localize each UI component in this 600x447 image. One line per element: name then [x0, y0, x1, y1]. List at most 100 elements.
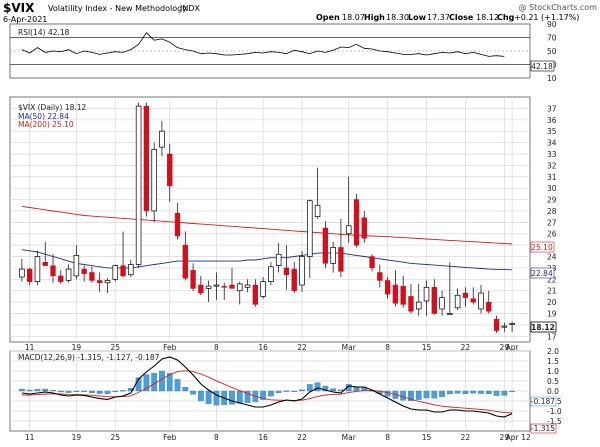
close-label: Close — [449, 13, 474, 22]
candle-body-filled — [97, 280, 103, 283]
macd-y-tick: 1.0 — [547, 367, 559, 376]
macd-histogram-bar — [213, 390, 220, 406]
candle — [283, 245, 290, 290]
macd-x-tick: 8 — [385, 433, 390, 442]
price-x-tick: 22 — [297, 343, 307, 352]
price-x-tick: Apr — [506, 343, 520, 352]
ma50-badge-box — [530, 267, 555, 279]
candle — [314, 167, 321, 219]
rsi-panel: RSI(14) 42.18 9070503010 42.18 — [9, 20, 557, 83]
macd-histogram-bar — [501, 390, 508, 396]
macd-x-tick: 25 — [110, 433, 120, 442]
macd-histogram-bar — [81, 390, 88, 392]
macd-histogram-bar — [57, 390, 64, 393]
macd-badges: -0.187 -1.315 — [530, 396, 557, 434]
candle — [213, 272, 220, 300]
macd-histogram-bar — [322, 385, 329, 392]
chg-value: +0.21 (+1.17%) — [514, 13, 579, 22]
candle-body-filled — [338, 247, 344, 272]
macd-histogram-bar — [159, 370, 165, 392]
symbol-title: $VIX — [3, 1, 35, 15]
macd-histogram-bar — [454, 390, 461, 394]
candle — [454, 288, 461, 311]
candle — [89, 266, 95, 283]
symbol-name: Volatility Index - New Methodology — [48, 4, 187, 13]
candle — [128, 259, 134, 278]
candle-body-filled — [400, 285, 406, 305]
candle-body-filled — [369, 256, 375, 269]
rsi-line — [21, 32, 505, 57]
candle-body-hollow — [415, 301, 422, 310]
macd-histogram-bar — [260, 390, 266, 400]
high-label: High — [364, 13, 385, 22]
candle-body-hollow — [330, 247, 336, 264]
candle-body-hollow — [478, 292, 484, 310]
rsi-legend: RSI(14) 42.18 — [18, 28, 70, 37]
candle — [447, 262, 453, 315]
macd-histogram-bar — [423, 390, 430, 399]
macd-histogram-bar — [65, 390, 72, 393]
candle-body-hollow — [423, 286, 430, 302]
candle-body-filled — [167, 153, 173, 187]
macd-legend: MACD(12,26,9) -1.315, -1.127, -0.187 — [18, 353, 160, 362]
candle-body-hollow — [447, 313, 453, 315]
candle — [97, 272, 103, 292]
ma200-badge: 25.10 — [530, 241, 555, 253]
macd-y-tick: 0.5 — [547, 377, 559, 386]
macd-histogram-bar — [73, 390, 80, 392]
macd-histogram-bar — [112, 390, 119, 392]
macd-histogram-bar — [470, 390, 477, 394]
macd-x-tick: 22 — [297, 433, 307, 442]
candle — [19, 258, 25, 282]
candle-body-hollow — [260, 281, 266, 297]
candle-body-filled — [384, 280, 391, 295]
price-legend: $VIX (Daily) 18.12 MA(50) 22.84 MA(200) … — [18, 103, 87, 129]
macd-histogram-bar — [151, 373, 158, 392]
macd-histogram-bar — [306, 384, 313, 392]
macd-hist-badge: -0.187 — [531, 397, 555, 406]
ma50-badge: 22.84 — [530, 267, 555, 279]
candle — [361, 210, 367, 243]
candle-body-filled — [89, 272, 95, 281]
candle — [42, 241, 48, 266]
last-close-badge: 18.12 — [530, 321, 557, 333]
candle — [112, 264, 119, 282]
macd-histogram-bar — [268, 390, 274, 397]
macd-x-tick: 15 — [422, 433, 432, 442]
macd-histogram-bar — [275, 390, 282, 393]
candle-body-hollow — [128, 264, 134, 276]
low-label: Low — [408, 13, 427, 22]
price-x-tick: 8 — [214, 343, 219, 352]
candle — [268, 262, 274, 286]
macd-histogram-bar — [182, 387, 189, 392]
candle-body-hollow — [237, 283, 243, 292]
macd-histogram-bar — [205, 390, 212, 404]
price-x-tick: 11 — [25, 343, 35, 352]
candle-body-hollow — [439, 297, 445, 310]
price-x-tick: 22 — [461, 343, 471, 352]
candle-body-filled — [283, 267, 290, 276]
chg-label: Chg — [497, 13, 515, 22]
price-y-tick: 36 — [547, 116, 557, 125]
macd-histogram-bar — [26, 389, 33, 392]
candle — [182, 231, 188, 281]
macd-y-tick: 2.0 — [547, 347, 559, 356]
candle — [486, 290, 492, 314]
macd-histogram-bar — [96, 390, 103, 394]
macd-histogram-bar — [314, 382, 321, 392]
candle-body-hollow — [151, 149, 157, 212]
price-y-tick: 27 — [547, 218, 557, 227]
candle — [190, 263, 196, 291]
macd-histogram-bar — [244, 390, 251, 403]
candle-body-filled — [221, 285, 227, 288]
candle — [252, 279, 258, 307]
macd-histogram-bar — [89, 390, 95, 393]
candle-body-hollow — [345, 225, 352, 235]
candle-body-filled — [486, 301, 492, 312]
price-y-tick: 35 — [547, 127, 557, 136]
candle — [104, 278, 111, 293]
candle-body-hollow — [244, 284, 251, 288]
ma200-badge-box — [530, 241, 555, 253]
rsi-badge-value: 42.18 — [531, 62, 553, 71]
macd-histogram-bar — [120, 390, 126, 392]
